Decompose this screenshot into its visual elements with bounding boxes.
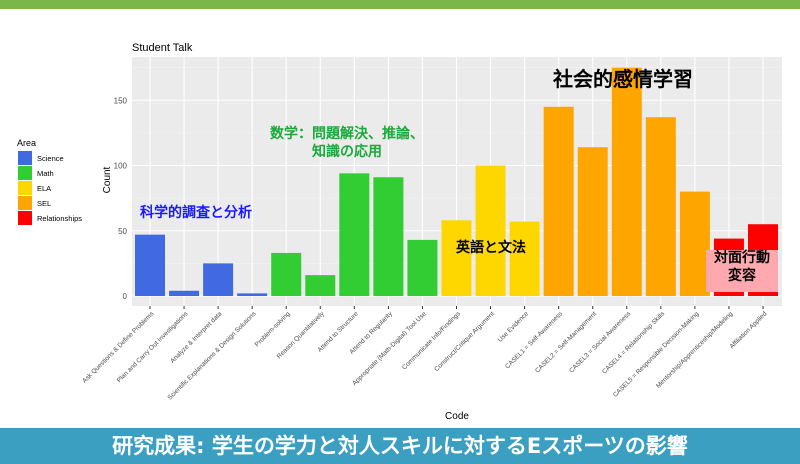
annotation-math-line1: 数学：問題解決、推論、 — [270, 126, 424, 142]
y-tick-label: 0 — [123, 292, 128, 301]
x-tick-label: Mentorship/Apprenticeship/Modeling — [655, 310, 735, 390]
bar — [475, 165, 506, 296]
bar — [645, 117, 676, 296]
bar — [577, 147, 608, 296]
y-tick-label: 50 — [118, 227, 127, 236]
bar — [407, 239, 438, 296]
bar — [237, 293, 268, 296]
x-tick-label: CASEL4 = Relationship Skills — [601, 310, 667, 376]
top-accent-bar — [0, 0, 800, 9]
annotation-math: 数学：問題解決、推論、 知識の応用 — [270, 126, 424, 161]
bar — [611, 67, 642, 296]
x-tick-label: Ask Questions & Define Problems — [81, 310, 156, 385]
legend-swatch — [18, 211, 32, 225]
y-axis-label: Count — [102, 166, 113, 193]
x-tick-label: Plan and Carry Out Investigations — [116, 310, 190, 384]
bar — [271, 252, 302, 296]
y-tick-label: 150 — [114, 96, 128, 105]
bar — [509, 221, 540, 296]
bar — [373, 177, 404, 296]
x-tick-label: Communicate Info/Findings — [401, 310, 462, 371]
annotation-ela: 英語と文法 — [456, 240, 526, 256]
legend-swatch — [18, 181, 32, 195]
x-tick-label: Problem-solving — [254, 310, 292, 348]
bar — [203, 263, 234, 296]
annotation-rel-line1: 対面行動 — [714, 250, 770, 266]
x-tick-label: Affiliation Applied — [729, 310, 769, 350]
y-tick-label: 100 — [114, 162, 128, 171]
legend-title: Area — [17, 138, 36, 148]
x-tick-label: CASEL2 = Self-Management — [534, 310, 598, 374]
footer-banner: 研究成果: 学生の学力と対人スキルに対するEスポーツの影響 — [0, 428, 800, 464]
x-axis-label: Code — [445, 411, 469, 422]
bar-chart: 0 50 100 150 Ask Questions & Define Problems… — [17, 42, 782, 422]
x-tick-label: Construct/Critique Argument — [433, 310, 496, 373]
chart-title: Student Talk — [132, 42, 193, 54]
x-tick-label: Appropriate (Math-Digital) Tool Use — [351, 310, 428, 387]
bar — [135, 234, 165, 296]
annotation-math-line2: 知識の応用 — [312, 143, 382, 160]
bar — [679, 191, 710, 296]
bar — [169, 290, 200, 296]
bar — [441, 220, 472, 296]
bar — [305, 275, 336, 296]
x-tick-label: CASEL1 = Self-Awareness — [504, 310, 564, 370]
annotation-science: 科学的調査と分析 — [140, 205, 252, 221]
legend-swatch — [18, 166, 32, 180]
x-tick-label: Use Evidence — [497, 310, 531, 344]
legend-label: Science — [37, 154, 64, 163]
x-tick-label: CASEL3 = Social Awareness — [568, 310, 633, 375]
bar — [543, 106, 574, 297]
bar — [339, 173, 370, 296]
legend-label: Relationships — [37, 214, 82, 223]
legend-label: ELA — [37, 184, 51, 193]
annotation-rel-line2: 変容 — [728, 267, 756, 284]
legend-swatch — [18, 196, 32, 210]
legend-label: Math — [37, 169, 54, 178]
legend-label: SEL — [37, 199, 51, 208]
annotation-relationships: 対面行動 変容 — [706, 250, 778, 292]
annotation-sel: 社会的感情学習 — [553, 67, 693, 91]
legend-swatch — [18, 151, 32, 165]
